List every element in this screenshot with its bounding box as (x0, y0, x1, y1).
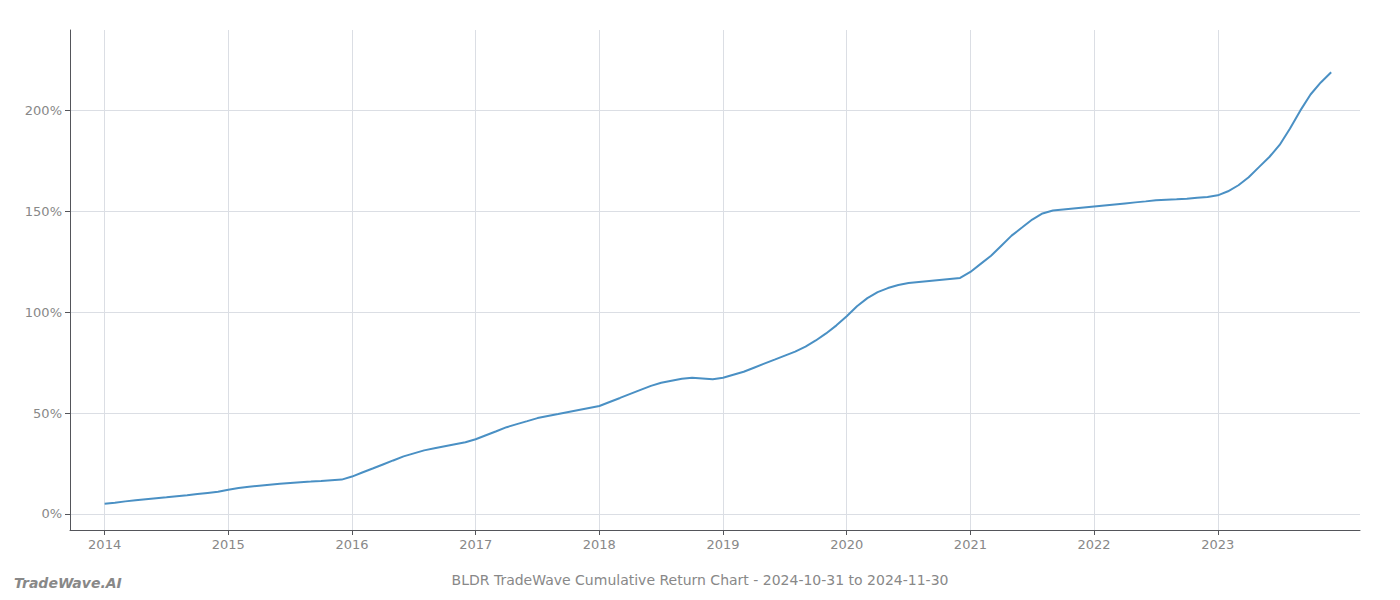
svg-text:2021: 2021 (954, 537, 987, 552)
svg-text:2016: 2016 (335, 537, 368, 552)
svg-text:0%: 0% (41, 506, 62, 521)
svg-text:TradeWave.AI: TradeWave.AI (14, 575, 122, 591)
svg-text:200%: 200% (25, 103, 62, 118)
svg-text:50%: 50% (33, 406, 62, 421)
svg-text:2014: 2014 (88, 537, 121, 552)
svg-text:2017: 2017 (459, 537, 492, 552)
svg-text:2023: 2023 (1201, 537, 1234, 552)
svg-text:2018: 2018 (583, 537, 616, 552)
svg-text:2015: 2015 (212, 537, 245, 552)
svg-text:2020: 2020 (830, 537, 863, 552)
svg-text:150%: 150% (25, 204, 62, 219)
svg-text:2019: 2019 (706, 537, 739, 552)
svg-text:BLDR TradeWave Cumulative Retu: BLDR TradeWave Cumulative Return Chart -… (452, 572, 949, 588)
svg-text:2022: 2022 (1078, 537, 1111, 552)
svg-text:100%: 100% (25, 305, 62, 320)
